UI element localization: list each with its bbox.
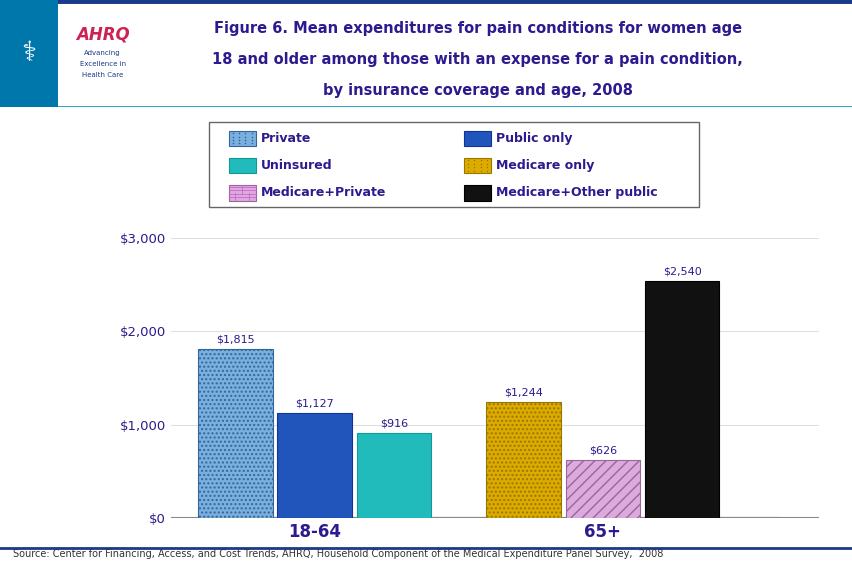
Text: $1,244: $1,244	[504, 388, 543, 398]
Text: Health Care: Health Care	[82, 71, 123, 78]
Text: by insurance coverage and age, 2008: by insurance coverage and age, 2008	[322, 83, 632, 98]
Text: Public only: Public only	[495, 132, 572, 145]
Text: Uninsured: Uninsured	[260, 159, 331, 172]
Bar	[198, 348, 273, 518]
Text: Advancing: Advancing	[84, 50, 121, 56]
Text: $2,540: $2,540	[662, 267, 700, 276]
Text: Figure 6. Mean expenditures for pain conditions for women age: Figure 6. Mean expenditures for pain con…	[213, 21, 741, 36]
Text: Medicare+Other public: Medicare+Other public	[495, 187, 657, 199]
Text: Medicare+Private: Medicare+Private	[260, 187, 385, 199]
Bar	[0, 0, 58, 107]
Bar	[463, 158, 491, 173]
Text: 18 and older among those with an expense for a pain condition,: 18 and older among those with an expense…	[212, 52, 742, 67]
Bar	[356, 433, 430, 518]
Text: ⚕: ⚕	[21, 39, 36, 67]
Text: $1,127: $1,127	[295, 399, 334, 409]
Text: Medicare only: Medicare only	[495, 159, 594, 172]
Text: Source: Center for Financing, Access, and Cost Trends, AHRQ, Household Component: Source: Center for Financing, Access, an…	[13, 549, 662, 559]
Bar	[463, 185, 491, 200]
Text: $916: $916	[379, 418, 407, 429]
Bar	[565, 460, 639, 518]
Text: $1,815: $1,815	[216, 334, 255, 344]
Bar	[486, 402, 560, 518]
Text: Private: Private	[260, 132, 310, 145]
Text: Excellence in: Excellence in	[79, 61, 125, 67]
Bar	[55, 11, 150, 80]
Bar	[228, 185, 256, 200]
Bar	[277, 413, 352, 518]
Polygon shape	[261, 517, 779, 524]
Bar	[228, 158, 256, 173]
Bar	[644, 281, 718, 518]
Text: AHRQ: AHRQ	[76, 25, 130, 43]
Text: $626: $626	[588, 446, 616, 456]
Bar	[228, 131, 256, 146]
Bar	[463, 131, 491, 146]
